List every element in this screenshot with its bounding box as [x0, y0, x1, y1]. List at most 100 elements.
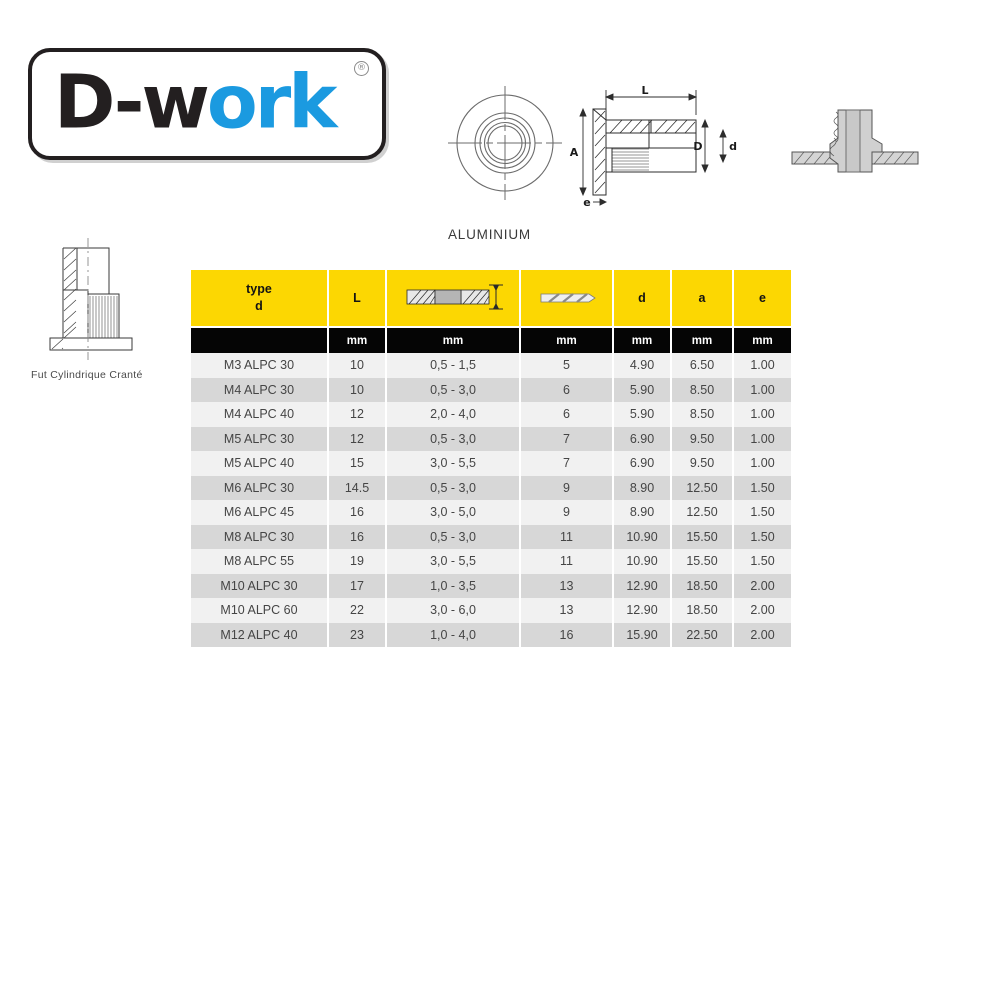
cell-d: 8.90: [613, 475, 672, 500]
unit-cell-e: mm: [733, 327, 791, 353]
cell-a: 8.50: [671, 402, 734, 427]
logo-part-dw-1: D-: [54, 59, 144, 146]
col-header-grip-range: [386, 270, 521, 328]
cell-L: 22: [328, 598, 387, 623]
cell-d: 5.90: [613, 402, 672, 427]
cell-L: 14.5: [328, 475, 387, 500]
col-header-drill-diameter: [520, 270, 614, 328]
cell-type: M6 ALPC 45: [191, 500, 329, 525]
unit-cell-a: mm: [671, 327, 734, 353]
cell-e: 1.50: [733, 549, 791, 574]
cell-grip: 0,5 - 1,5: [386, 353, 521, 378]
cell-a: 12.50: [671, 475, 734, 500]
cell-a: 9.50: [671, 451, 734, 476]
col-header-e: e: [733, 270, 791, 328]
cell-d: 10.90: [613, 524, 672, 549]
cell-type: M12 ALPC 40: [191, 622, 329, 647]
col-header-d: d: [613, 270, 672, 328]
cell-type: M4 ALPC 30: [191, 377, 329, 402]
cell-type: M5 ALPC 40: [191, 451, 329, 476]
svg-text:d: d: [729, 140, 737, 153]
table-row: M6 ALPC 30 14.5 0,5 - 3,0 9 8.90 12.50 1.50: [191, 475, 791, 500]
cell-grip: 3,0 - 5,0: [386, 500, 521, 525]
body-style-caption: Fut Cylindrique Cranté: [31, 369, 143, 381]
cell-grip: 2,0 - 4,0: [386, 402, 521, 427]
cell-e: 1.00: [733, 426, 791, 451]
cell-L: 19: [328, 549, 387, 574]
cell-e: 1.50: [733, 500, 791, 525]
cell-drill: 6: [520, 377, 614, 402]
svg-text:A: A: [570, 146, 579, 159]
cell-grip: 0,5 - 3,0: [386, 524, 521, 549]
cell-L: 17: [328, 573, 387, 598]
cell-grip: 3,0 - 6,0: [386, 598, 521, 623]
installed-in-panel-section: [791, 109, 919, 173]
cell-d: 5.90: [613, 377, 672, 402]
cell-type: M10 ALPC 60: [191, 598, 329, 623]
table-header: type d L: [191, 270, 791, 353]
material-label: ALUMINIUM: [448, 227, 531, 242]
cell-type: M8 ALPC 30: [191, 524, 329, 549]
unit-cell-drill: mm: [520, 327, 614, 353]
svg-text:L: L: [641, 84, 648, 97]
unit-cell-L: mm: [328, 327, 387, 353]
cell-a: 18.50: [671, 598, 734, 623]
col-header-type: type d: [191, 270, 329, 328]
cell-L: 10: [328, 377, 387, 402]
cell-grip: 3,0 - 5,5: [386, 451, 521, 476]
cell-d: 6.90: [613, 451, 672, 476]
cell-d: 12.90: [613, 598, 672, 623]
cell-drill: 16: [520, 622, 614, 647]
cell-a: 15.50: [671, 524, 734, 549]
cell-d: 15.90: [613, 622, 672, 647]
cell-type: M3 ALPC 30: [191, 353, 329, 378]
cell-L: 12: [328, 426, 387, 451]
table-row: M8 ALPC 55 19 3,0 - 5,5 11 10.90 15.50 1.50: [191, 549, 791, 574]
drill-bit-icon: [540, 293, 596, 303]
cell-d: 4.90: [613, 353, 672, 378]
table-row: M8 ALPC 30 16 0,5 - 3,0 11 10.90 15.50 1.50: [191, 524, 791, 549]
col-header-L: L: [328, 270, 387, 328]
svg-text:D: D: [693, 140, 702, 153]
table-row: M3 ALPC 30 10 0,5 - 1,5 5 4.90 6.50 1.00: [191, 353, 791, 378]
cell-type: M6 ALPC 30: [191, 475, 329, 500]
table-row: M10 ALPC 30 17 1,0 - 3,5 13 12.90 18.50 2.00: [191, 573, 791, 598]
cell-a: 22.50: [671, 622, 734, 647]
cell-drill: 5: [520, 353, 614, 378]
table-row: M4 ALPC 40 12 2,0 - 4,0 6 5.90 8.50 1.00: [191, 402, 791, 427]
cell-L: 12: [328, 402, 387, 427]
unit-cell-d: mm: [613, 327, 672, 353]
cell-type: M8 ALPC 55: [191, 549, 329, 574]
cell-e: 1.00: [733, 353, 791, 378]
brand-logo: D-work ®: [28, 48, 386, 160]
logo-part-ork: ork: [206, 59, 338, 146]
cell-L: 15: [328, 451, 387, 476]
cell-grip: 0,5 - 3,0: [386, 377, 521, 402]
table-row: M5 ALPC 30 12 0,5 - 3,0 7 6.90 9.50 1.00: [191, 426, 791, 451]
cell-L: 23: [328, 622, 387, 647]
cell-grip: 0,5 - 3,0: [386, 475, 521, 500]
col-header-a: a: [671, 270, 734, 328]
cell-d: 10.90: [613, 549, 672, 574]
cell-type: M5 ALPC 30: [191, 426, 329, 451]
cell-grip: 3,0 - 5,5: [386, 549, 521, 574]
front-view-concentric-circles: [448, 86, 562, 200]
table-body: M3 ALPC 30 10 0,5 - 1,5 5 4.90 6.50 1.00 M4 ALP…: [191, 353, 791, 647]
table-row: M12 ALPC 40 23 1,0 - 4,0 16 15.90 22.50 2.00: [191, 622, 791, 647]
brand-logo-text: D-work: [54, 66, 337, 140]
registered-trademark-icon: ®: [354, 61, 369, 76]
table-row: M6 ALPC 45 16 3,0 - 5,0 9 8.90 12.50 1.50: [191, 500, 791, 525]
cell-L: 10: [328, 353, 387, 378]
cell-e: 1.00: [733, 451, 791, 476]
cell-drill: 7: [520, 426, 614, 451]
cell-d: 6.90: [613, 426, 672, 451]
col-header-type-line1: type: [246, 282, 272, 297]
svg-text:e: e: [583, 196, 590, 209]
cell-grip: 1,0 - 4,0: [386, 622, 521, 647]
cell-drill: 13: [520, 573, 614, 598]
table-row: M10 ALPC 60 22 3,0 - 6,0 13 12.90 18.50 2.00: [191, 598, 791, 623]
cell-a: 8.50: [671, 377, 734, 402]
cell-drill: 9: [520, 475, 614, 500]
cell-drill: 11: [520, 549, 614, 574]
cell-e: 2.00: [733, 573, 791, 598]
